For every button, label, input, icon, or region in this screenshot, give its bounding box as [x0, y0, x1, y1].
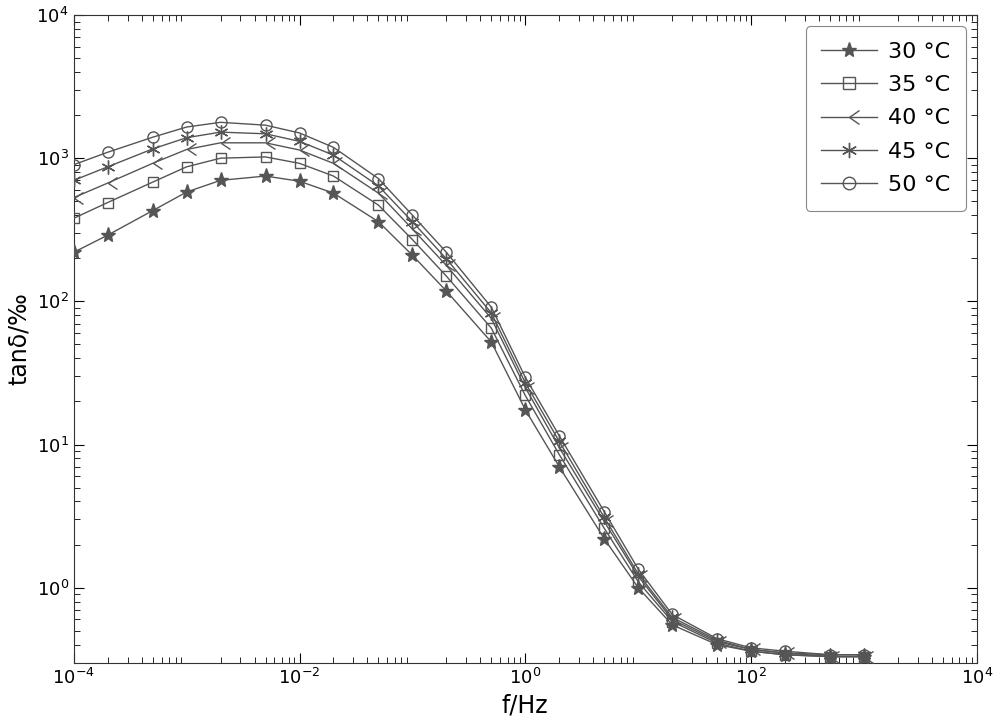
- Y-axis label: tanδ/‰: tanδ/‰: [7, 292, 31, 385]
- Legend: 30 °C, 35 °C, 40 °C, 45 °C, 50 °C: 30 °C, 35 °C, 40 °C, 45 °C, 50 °C: [806, 26, 966, 211]
- X-axis label: f/Hz: f/Hz: [502, 693, 549, 717]
